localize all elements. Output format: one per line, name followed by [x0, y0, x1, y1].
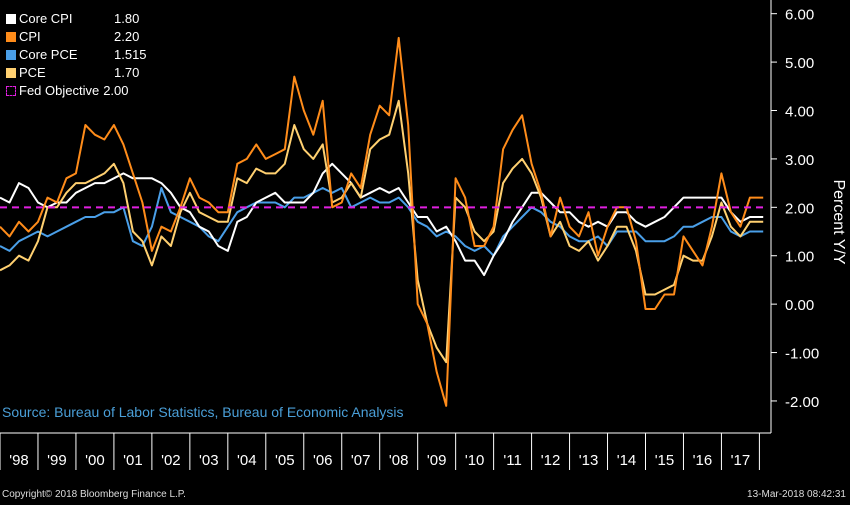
- x-tick-label: '05: [275, 452, 295, 469]
- y-axis-label: Percent Y/Y: [830, 179, 847, 264]
- legend-label: Core PCE: [19, 47, 78, 62]
- x-tick-label: '16: [693, 452, 713, 469]
- series-line-cpi: [0, 36, 764, 407]
- legend-item-core-pce: Core PCE 1.515: [6, 46, 147, 64]
- series-layer: [0, 36, 764, 407]
- source-note: Source: Bureau of Labor Statistics, Bure…: [2, 404, 404, 420]
- x-tick-label: '10: [465, 452, 485, 469]
- y-tick-label: 0.00: [785, 297, 814, 314]
- legend-item-cpi: CPI 2.20: [6, 28, 147, 46]
- series-line-pce: [0, 99, 764, 364]
- legend-swatch: [6, 68, 16, 78]
- x-tick-label: '08: [389, 452, 409, 469]
- y-tick-label: 1.00: [785, 249, 814, 266]
- legend-label: PCE: [19, 65, 46, 80]
- legend-value: 2.20: [114, 29, 140, 44]
- x-tick-label: '14: [617, 452, 637, 469]
- x-tick-label: '03: [199, 452, 219, 469]
- series-line-core-pce: [0, 187, 764, 257]
- legend-swatch: [6, 14, 16, 24]
- legend-label: Core CPI: [19, 11, 73, 26]
- timestamp-text: 13-Mar-2018 08:42:31: [747, 489, 846, 500]
- legend-swatch: [6, 32, 16, 42]
- x-tick-label: '00: [85, 452, 105, 469]
- legend-item-fed-objective: Fed Objective 2.00: [6, 82, 147, 100]
- x-tick-label: '02: [161, 452, 181, 469]
- legend-value: 1.515: [114, 47, 147, 62]
- series-line-core-cpi: [0, 162, 764, 277]
- x-axis: '98 '99 '00 '01 '02 '03 '04 '05 '06 '07 '08 '09 '10 '…: [0, 433, 760, 470]
- y-tick-label: -1.00: [785, 346, 819, 363]
- legend: Core CPI 1.80 CPI 2.20 Core PCE 1.515 PC…: [6, 10, 147, 100]
- x-tick-label: '06: [313, 452, 333, 469]
- legend-label: Fed Objective: [19, 83, 100, 98]
- x-tick-label: '11: [503, 452, 521, 469]
- y-tick-label: -2.00: [785, 394, 819, 411]
- y-tick-label: 6.00: [785, 7, 814, 24]
- x-tick-label: '13: [579, 452, 599, 469]
- x-tick-label: '09: [427, 452, 447, 469]
- legend-item-core-cpi: Core CPI 1.80: [6, 10, 147, 28]
- legend-swatch: [6, 86, 16, 96]
- y-tick-label: 4.00: [785, 104, 814, 121]
- legend-value: 1.70: [114, 65, 140, 80]
- x-tick-label: '99: [47, 452, 67, 469]
- x-tick-label: '15: [655, 452, 675, 469]
- legend-label: CPI: [19, 29, 41, 44]
- y-tick-label: 5.00: [785, 55, 814, 72]
- legend-value: 1.80: [114, 11, 140, 26]
- y-tick-label: 3.00: [785, 152, 814, 169]
- legend-value: 2.00: [103, 83, 129, 98]
- y-axis: 6.00 5.00 4.00 3.00 2.00 1.00 0.00 -1.00 -2.00: [771, 7, 819, 411]
- legend-item-pce: PCE 1.70: [6, 64, 147, 82]
- x-tick-label: '12: [541, 452, 561, 469]
- x-tick-label: '01: [123, 452, 143, 469]
- legend-swatch: [6, 50, 16, 60]
- x-tick-label: '17: [731, 452, 751, 469]
- y-tick-label: 2.00: [785, 200, 814, 217]
- copyright-text: Copyright© 2018 Bloomberg Finance L.P.: [2, 489, 186, 500]
- x-tick-label: '98: [9, 452, 29, 469]
- x-tick-label: '04: [237, 452, 257, 469]
- x-tick-label: '07: [351, 452, 371, 469]
